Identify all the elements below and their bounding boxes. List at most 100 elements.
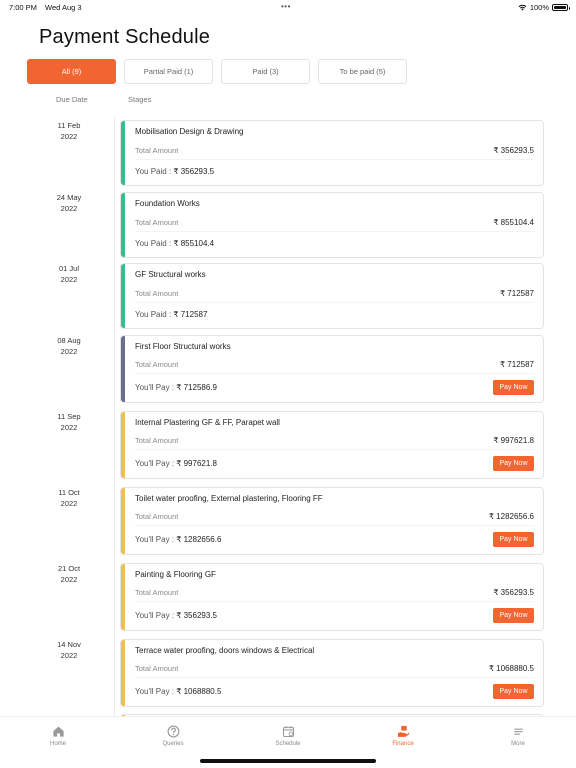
filter-tab-partial-paid[interactable]: Partial Paid (1): [124, 59, 213, 84]
stage-card[interactable]: Painting & Flooring GF Total Amount ₹ 35…: [120, 563, 544, 631]
due-day-month: 11 Feb: [57, 121, 81, 130]
filter-tab-to-be-paid[interactable]: To be paid (5): [318, 59, 407, 84]
nav-queries[interactable]: Queries: [143, 725, 203, 747]
nav-finance[interactable]: Finance: [373, 725, 433, 747]
total-amount-value: ₹ 712587: [499, 360, 534, 369]
payment-info: You'll Pay : ₹ 356293.5: [135, 611, 217, 620]
total-amount-value: ₹ 855104.4: [493, 218, 534, 227]
total-amount-label: Total Amount: [135, 588, 179, 597]
nav-more[interactable]: More: [488, 725, 548, 747]
nav-home-label: Home: [49, 741, 66, 747]
payment-info: You'll Pay : ₹ 712586.9: [135, 383, 217, 392]
calendar-icon: [282, 726, 294, 738]
nav-more-label: More: [511, 741, 525, 747]
total-amount-label: Total Amount: [135, 436, 179, 445]
status-accent-bar: [121, 412, 125, 478]
status-date: Wed Aug 3: [45, 3, 82, 12]
due-year: 2022: [60, 347, 78, 356]
payment-info: You Paid : ₹ 356293.5: [135, 167, 214, 176]
nav-queries-label: Queries: [162, 741, 184, 747]
due-day-month: 11 Oct: [58, 488, 80, 497]
battery-icon: [552, 4, 570, 11]
payment-label: You Paid :: [135, 239, 172, 248]
total-amount-label: Total Amount: [135, 146, 179, 155]
payment-info: You Paid : ₹ 712587: [135, 310, 207, 319]
stage-card[interactable]: First Floor Structural works Total Amoun…: [120, 335, 544, 403]
home-icon: [52, 726, 64, 737]
total-amount-value: ₹ 1282656.6: [488, 512, 534, 521]
pay-now-button[interactable]: Pay Now: [493, 456, 534, 471]
due-year: 2022: [60, 651, 78, 660]
pay-now-button[interactable]: Pay Now: [493, 532, 534, 547]
nav-home[interactable]: Home: [28, 725, 88, 747]
due-date: 24 May 2022: [46, 192, 92, 214]
payment-label: You'll Pay :: [135, 383, 175, 392]
pay-now-button[interactable]: Pay Now: [493, 608, 534, 623]
payment-label: You Paid :: [135, 310, 172, 319]
due-date: 11 Oct 2022: [46, 487, 92, 509]
total-amount-value: ₹ 356293.5: [493, 146, 534, 155]
card-divider: [135, 373, 534, 374]
payment-amount: ₹ 712587: [173, 310, 208, 319]
total-amount-value: ₹ 997621.8: [493, 436, 534, 445]
status-accent-bar: [121, 264, 125, 328]
payment-amount: ₹ 356293.5: [176, 611, 217, 620]
status-accent-bar: [121, 193, 125, 257]
stage-card[interactable]: Mobilisation Design & Drawing Total Amou…: [120, 120, 544, 186]
status-accent-bar: [121, 121, 125, 185]
due-day-month: 11 Sep: [57, 412, 81, 421]
payment-amount: ₹ 1282656.6: [176, 535, 222, 544]
pay-now-button[interactable]: Pay Now: [493, 684, 534, 699]
stage-name: GF Structural works: [135, 270, 206, 279]
stage-card[interactable]: Terrace water proofing, doors windows & …: [120, 639, 544, 707]
due-day-month: 01 Jul: [58, 264, 79, 273]
payment-amount: ₹ 997621.8: [176, 459, 217, 468]
status-accent-bar: [121, 564, 125, 630]
filter-tab-all[interactable]: All (9): [27, 59, 116, 84]
multitasking-dots-icon[interactable]: •••: [281, 2, 291, 11]
total-amount-label: Total Amount: [135, 218, 179, 227]
stage-name: Foundation Works: [135, 199, 200, 208]
total-amount-label: Total Amount: [135, 289, 179, 298]
payment-amount: ₹ 356293.5: [173, 167, 215, 176]
pay-now-button[interactable]: Pay Now: [493, 380, 534, 395]
stage-card[interactable]: GF Structural works Total Amount ₹ 71258…: [120, 263, 544, 329]
due-day-month: 08 Aug: [57, 336, 81, 345]
due-date: 01 Jul 2022: [46, 263, 92, 285]
status-accent-bar: [121, 336, 125, 402]
payment-label: You'll Pay :: [135, 535, 175, 544]
column-header-due-date: Due Date: [56, 95, 88, 104]
payment-label: You'll Pay :: [135, 687, 175, 696]
status-accent-bar: [121, 640, 125, 706]
card-divider: [135, 601, 534, 602]
column-header-stages: Stages: [128, 95, 152, 104]
total-amount-value: ₹ 1068880.5: [488, 664, 534, 673]
total-amount-label: Total Amount: [135, 664, 179, 673]
due-date: 11 Feb 2022: [46, 120, 92, 142]
payment-info: You'll Pay : ₹ 997621.8: [135, 459, 217, 468]
stage-name: Internal Plastering GF & FF, Parapet wal…: [135, 418, 280, 427]
page-title: Payment Schedule: [39, 26, 211, 48]
due-year: 2022: [60, 132, 78, 141]
nav-schedule[interactable]: Schedule: [258, 725, 318, 747]
due-date: 14 Nov 2022: [46, 639, 92, 661]
total-amount-value: ₹ 356293.5: [493, 588, 534, 597]
total-amount-value: ₹ 712587: [499, 289, 534, 298]
stage-name: Mobilisation Design & Drawing: [135, 127, 244, 136]
card-divider: [135, 449, 534, 450]
due-year: 2022: [60, 275, 78, 284]
stage-card[interactable]: Internal Plastering GF & FF, Parapet wal…: [120, 411, 544, 479]
payment-info: You'll Pay : ₹ 1282656.6: [135, 535, 221, 544]
stage-card[interactable]: Foundation Works Total Amount ₹ 855104.4…: [120, 192, 544, 258]
stage-card[interactable]: Toilet water proofing, External plasteri…: [120, 487, 544, 555]
filter-tab-paid[interactable]: Paid (3): [221, 59, 310, 84]
home-indicator[interactable]: [200, 759, 376, 763]
due-date: 08 Aug 2022: [46, 335, 92, 357]
question-icon: [167, 725, 179, 738]
card-divider: [135, 525, 534, 526]
total-amount-label: Total Amount: [135, 360, 179, 369]
timeline-divider: [114, 117, 115, 717]
finance-icon: [397, 725, 409, 737]
payment-info: You Paid : ₹ 855104.4: [135, 239, 214, 248]
payment-label: You'll Pay :: [135, 611, 175, 620]
